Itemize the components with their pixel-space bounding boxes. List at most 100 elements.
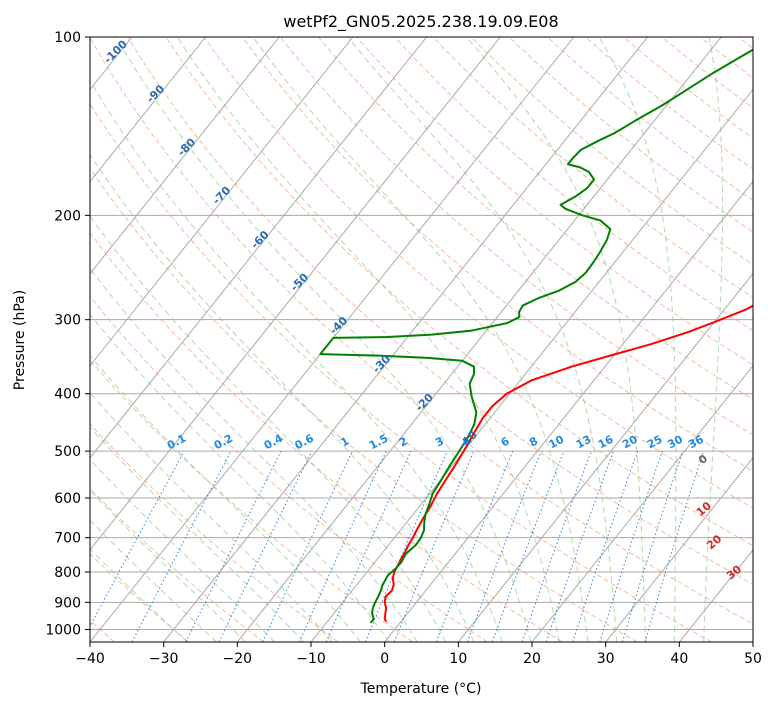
isotherm-line <box>163 37 649 642</box>
isotherm-line <box>90 37 428 459</box>
y-tick-label: 900 <box>54 595 81 611</box>
moist-adiabat-line <box>598 37 677 642</box>
moist-adiabat-line <box>90 267 418 642</box>
plot-frame <box>89 36 754 643</box>
dry-adiabat-line <box>318 37 753 401</box>
x-tick-label: −40 <box>75 651 105 667</box>
y-tick-label: 1000 <box>45 622 81 638</box>
dry-adiabat-line <box>241 37 753 472</box>
moist-adiabat-line <box>90 79 503 642</box>
x-tick-label: −30 <box>149 651 179 667</box>
background-lines <box>0 37 753 642</box>
y-tick-label: 600 <box>54 491 81 507</box>
dry-adiabat-line <box>394 37 753 332</box>
isotherm-line <box>752 641 753 642</box>
mixing-ratio-line <box>393 450 475 642</box>
dry-adiabat-line <box>90 37 753 625</box>
dry-adiabat-line <box>737 37 753 50</box>
moist-adiabat-line <box>90 153 475 642</box>
mixing-ratio-line <box>218 450 313 642</box>
isotherm-line <box>531 364 753 642</box>
isotherm-label: -60 <box>248 228 271 251</box>
mixing-ratio-label: 0.6 <box>293 432 317 453</box>
y-tick-label: 700 <box>54 531 81 547</box>
dry-adiabat-line <box>585 37 753 170</box>
mixing-ratio-label: 0.2 <box>212 432 235 453</box>
moist-adiabat-line <box>90 458 276 642</box>
mixing-ratio-line <box>572 450 639 642</box>
mixing-ratio-label: 25 <box>645 433 665 452</box>
temperature-profile-line <box>383 304 753 623</box>
moist-adiabat-line <box>90 215 447 642</box>
isotherm-line <box>310 88 753 642</box>
dry-adiabat-line <box>90 487 264 642</box>
x-tick-label: −20 <box>223 651 253 667</box>
mixing-ratio-label: 1.5 <box>367 432 390 453</box>
y-tick-label: 100 <box>54 30 81 46</box>
x-tick-label: 0 <box>380 651 389 667</box>
moist-adiabat-line <box>115 37 532 642</box>
moist-adiabat-line <box>703 37 724 642</box>
isotherm-line <box>90 37 501 551</box>
moist-adiabat-line <box>90 392 333 642</box>
dry-adiabat-line <box>165 37 753 547</box>
mixing-ratio-line <box>325 450 412 642</box>
wet-adiabat-label: 40 <box>755 584 775 604</box>
mixing-ratio-label: 36 <box>686 433 706 452</box>
mixing-ratio-label: 2 <box>397 434 410 449</box>
mixing-ratio-line <box>364 450 448 642</box>
isotherm-line <box>384 180 753 642</box>
isotherm-label: -80 <box>175 135 198 158</box>
moist-adiabat-line <box>252 37 589 642</box>
y-axis-label: Pressure (hPa) <box>12 290 28 390</box>
x-tick-label: 40 <box>670 651 688 667</box>
isotherm-label: -70 <box>210 184 233 207</box>
mixing-ratio-line <box>185 450 282 642</box>
dewpoint-profile-line <box>319 48 753 624</box>
mixing-ratio-label: 8 <box>527 434 540 449</box>
mixing-ratio-line <box>599 450 663 642</box>
dry-adiabat-line <box>90 103 712 642</box>
axis-ticks: −40 −30 −20 −10 0 10 20 30 40 5010020030040050060… <box>45 30 762 667</box>
moist-adiabat-line <box>466 37 647 642</box>
mixing-ratio-line <box>521 450 592 642</box>
mixing-ratio-label: 1 <box>338 434 351 449</box>
mixing-ratio-line <box>467 450 542 642</box>
mixing-ratio-label: 0.1 <box>165 432 188 453</box>
mixing-ratio-line <box>262 450 353 642</box>
isotherm-label: -50 <box>288 270 311 293</box>
mixing-ratio-label: 13 <box>574 433 594 452</box>
moist-adiabat-line <box>90 548 188 642</box>
dry-adiabat-line <box>547 37 753 201</box>
mixing-ratio-line <box>621 450 684 642</box>
x-axis-label: Temperature (°C) <box>360 681 482 697</box>
dry-adiabat-line <box>432 37 753 298</box>
isotherm-label: -20 <box>413 391 436 414</box>
mixing-ratio-label: 10 <box>547 433 567 452</box>
mixing-ratio-line <box>90 450 185 628</box>
mixing-ratio-label: 16 <box>596 433 616 452</box>
dry-adiabat-line <box>90 423 339 642</box>
moist-adiabat-line <box>90 313 390 642</box>
mixing-ratio-line <box>545 450 614 642</box>
isotherm-line <box>236 37 722 642</box>
isotherm-line <box>90 37 354 367</box>
isotherm-line <box>457 272 753 642</box>
wet-adiabat-label: 0 <box>696 452 710 467</box>
dry-adiabat-line <box>90 553 190 642</box>
x-tick-label: −10 <box>296 651 326 667</box>
moist-adiabat-line <box>90 519 217 642</box>
mixing-ratio-label: 6 <box>499 434 512 449</box>
isotherm-label: -90 <box>144 82 167 105</box>
isotherm-line <box>0 37 58 642</box>
mixing-ratio-label: 3 <box>433 434 446 449</box>
isotherm-label: -100 <box>101 37 130 66</box>
isotherm-line <box>605 457 753 642</box>
dry-adiabat-line <box>279 37 753 436</box>
x-tick-label: 20 <box>523 651 541 667</box>
moist-adiabat-line <box>90 426 304 642</box>
y-tick-label: 400 <box>54 387 81 403</box>
dry-adiabat-line <box>90 167 638 642</box>
dry-adiabat-line <box>90 231 563 642</box>
